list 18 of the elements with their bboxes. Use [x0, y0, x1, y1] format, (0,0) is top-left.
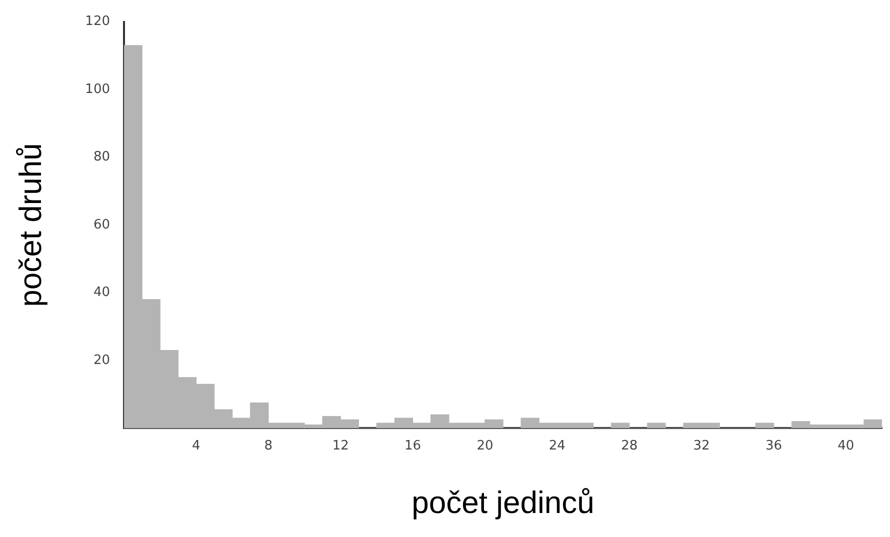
x-tick-label: 32 [693, 438, 710, 454]
y-tick-label: 40 [93, 285, 110, 300]
y-axis-title: počet druhů [13, 143, 48, 307]
x-tick-label: 20 [476, 438, 494, 454]
y-tick-label: 100 [85, 82, 110, 97]
y-tick-label: 80 [93, 150, 110, 165]
y-tick-label: 60 [93, 217, 110, 232]
x-axis-title: počet jedinců [412, 484, 594, 520]
x-tick-label: 8 [264, 438, 273, 454]
x-tick-label: 16 [404, 438, 422, 454]
x-tick-label: 4 [192, 438, 200, 454]
x-tick-label: 28 [621, 438, 638, 454]
x-tick-label: 36 [765, 438, 782, 454]
x-tick-label: 40 [838, 438, 854, 454]
y-tick-label: 20 [93, 352, 110, 368]
y-tick-label: 120 [85, 14, 110, 30]
x-tick-label: 24 [548, 438, 566, 454]
x-tick-label: 12 [332, 438, 349, 454]
